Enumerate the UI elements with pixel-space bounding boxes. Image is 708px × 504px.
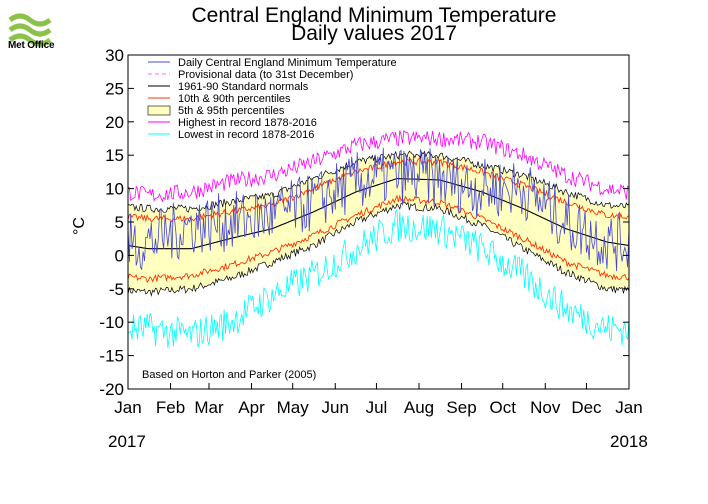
y-tick-label: 10 [105,180,124,199]
line-normals [127,178,630,250]
legend-label: Highest in record 1878-2016 [178,117,317,129]
x-tick-label: Mar [194,398,224,417]
y-tick-label: 20 [105,113,124,132]
x-tick-label: Apr [238,398,265,417]
met-office-logo [8,13,52,47]
chart-title: Central England Minimum Temperature [191,4,557,27]
legend-label: Lowest in record 1878-2016 [178,129,314,141]
x-tick-label: Oct [489,398,516,417]
y-tick-label: 5 [115,213,124,232]
legend-label: 5th & 95th percentiles [178,105,285,117]
line-highest [127,129,630,203]
line-p05 [127,201,630,297]
x-tick-label: May [277,398,310,417]
legend-label: 1961-90 Standard normals [178,81,309,93]
year-start-label: 2017 [108,432,146,451]
line-p10 [127,194,630,283]
brand-name: Met Office [8,40,55,51]
x-tick-label: Jan [615,398,642,417]
y-tick-label: -20 [99,380,124,399]
year-end-label: 2018 [610,432,648,451]
x-tick-label: Aug [404,398,434,417]
y-tick-label: -15 [99,347,124,366]
x-tick-label: Jun [322,398,349,417]
x-tick-label: Jul [366,398,388,417]
chart-subtitle: Daily values 2017 [291,22,457,45]
legend-label: 10th & 90th percentiles [178,93,291,105]
y-tick-label: -10 [99,313,124,332]
y-tick-label: 15 [105,146,124,165]
y-axis-label: °C [71,217,88,235]
legend-label: Provisional data (to 31st December) [178,69,353,81]
legend-swatch [147,105,171,116]
x-tick-label: Sep [446,398,476,417]
legend-label: Daily Central England Minimum Temperatur… [178,57,397,69]
y-tick-label: 0 [115,246,124,265]
x-tick-label: Dec [571,398,602,417]
y-tick-label: 25 [105,79,124,98]
x-tick-label: Jan [114,398,141,417]
source-annotation: Based on Horton and Parker (2005) [142,369,316,381]
x-tick-label: Nov [530,398,561,417]
line-daily-2017 [127,147,630,272]
line-lowest [127,208,630,348]
y-tick-label: -5 [109,280,124,299]
band-5-95 [128,151,629,296]
x-tick-label: Feb [156,398,185,417]
y-tick-label: 30 [105,46,124,65]
